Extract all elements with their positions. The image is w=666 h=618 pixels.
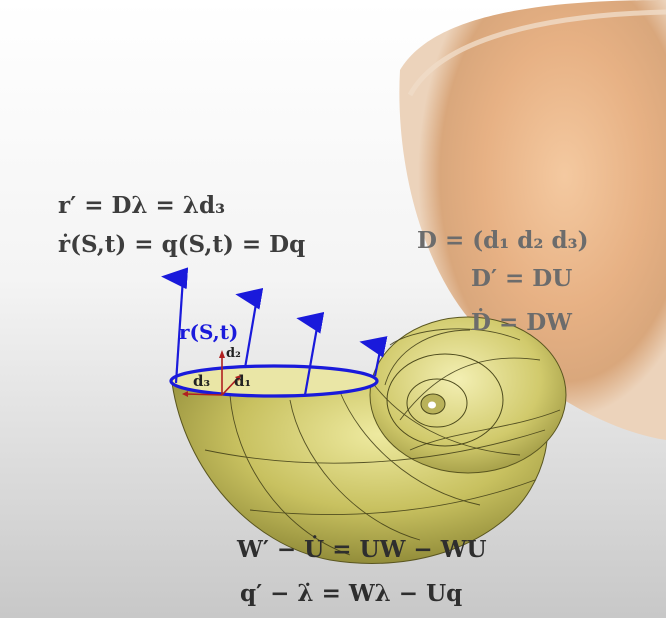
label-d3: d₃ bbox=[193, 372, 211, 390]
equation-D-dot: Ḋ = DW bbox=[471, 309, 573, 336]
label-d2: d₂ bbox=[226, 346, 241, 361]
equation-r-dot: ṙ(S,t) = q(S,t) = Dq bbox=[58, 231, 306, 258]
velocity-arrow bbox=[296, 311, 325, 396]
director-frame bbox=[182, 350, 241, 397]
label-d1: d₁ bbox=[234, 372, 252, 390]
equation-q-prime: q′ − λ̇ = Wλ − Uq bbox=[240, 580, 463, 607]
velocity-arrows bbox=[161, 267, 388, 396]
velocity-arrow bbox=[359, 336, 388, 377]
label-r-position: r(S,t) bbox=[179, 320, 239, 344]
bowl-shell bbox=[399, 0, 666, 440]
velocity-arrow bbox=[235, 287, 264, 369]
equation-W-prime: W′ − U̇ = UW − WU bbox=[237, 536, 487, 563]
equation-D-definition: D = (d₁ d₂ d₃) bbox=[417, 227, 589, 254]
equation-D-prime: D′ = DU bbox=[471, 265, 573, 292]
velocity-arrow bbox=[161, 267, 189, 384]
equation-r-prime: r′ = Dλ = λd₃ bbox=[58, 192, 226, 219]
